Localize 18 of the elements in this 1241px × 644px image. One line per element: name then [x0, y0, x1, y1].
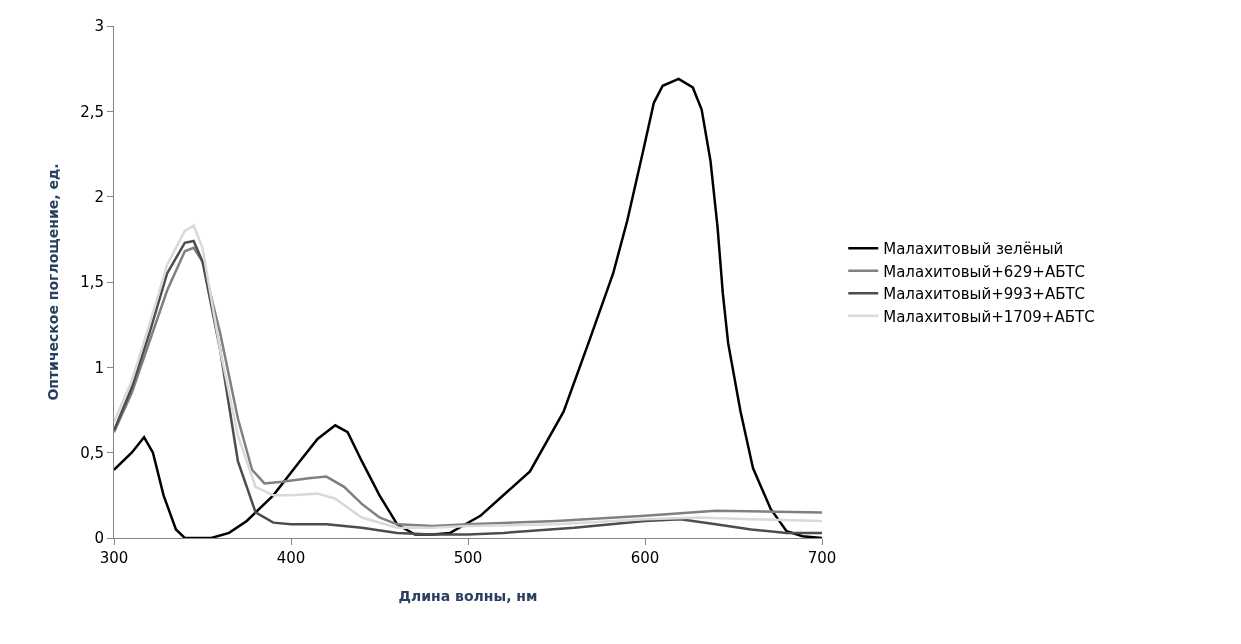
x-tick-label: 500	[453, 549, 483, 567]
x-tick-label: 600	[630, 549, 660, 567]
legend-label: Малахитовый+629+АБТС	[883, 262, 1086, 281]
x-axis-title: Длина волны, нм	[398, 588, 538, 605]
legend-label: Малахитовый+993+АБТС	[883, 285, 1086, 304]
y-axis-title: Оптическое поглощение, ед.	[44, 163, 61, 401]
y-tick-label: 3	[94, 17, 104, 36]
x-tick-label: 400	[276, 549, 306, 567]
y-tick-label: 1,5	[80, 273, 104, 292]
legend-label: Малахитовый зелёный	[883, 240, 1064, 259]
y-tick-label: 0	[94, 529, 104, 548]
y-tick-label: 1	[94, 358, 104, 377]
x-tick-label: 300	[99, 549, 129, 567]
y-tick-label: 0,5	[80, 443, 104, 462]
y-tick-label: 2	[94, 187, 104, 206]
legend-label: Малахитовый+1709+АБТС	[883, 307, 1095, 326]
y-tick-label: 2,5	[80, 102, 104, 121]
x-tick-label: 700	[807, 549, 837, 567]
